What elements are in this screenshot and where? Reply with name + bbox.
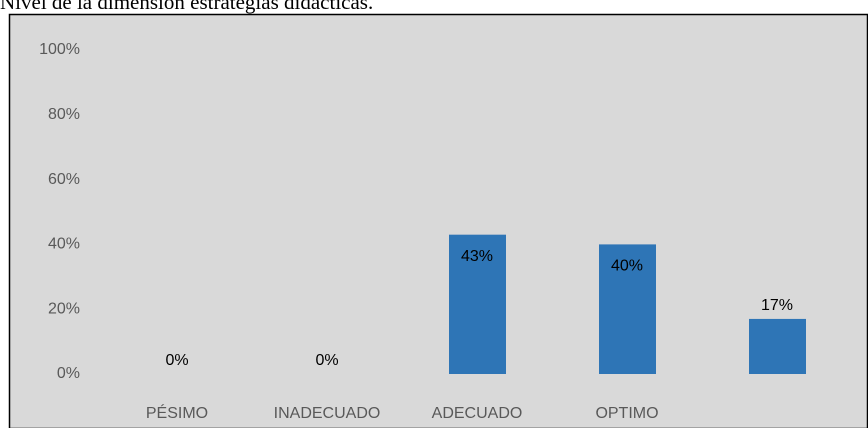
bar (749, 318, 806, 374)
x-tick-label: ADECUADO (432, 405, 523, 422)
y-tick-label: 100% (39, 41, 80, 58)
data-label: 0% (165, 352, 188, 369)
y-tick-label: 20% (48, 300, 80, 317)
x-tick-label: OPTIMO (595, 405, 658, 422)
chart-title: Nivel de la dimensión estrategias didáct… (0, 0, 373, 14)
bar (599, 244, 656, 374)
title-band (0, 0, 868, 13)
bar (449, 234, 506, 374)
y-tick-label: 40% (48, 236, 80, 253)
y-tick-label: 80% (48, 106, 80, 123)
x-tick-label: INADECUADO (274, 405, 381, 422)
data-label: 17% (761, 297, 793, 314)
data-label: 43% (461, 248, 493, 265)
y-tick-label: 60% (48, 171, 80, 188)
plot-background (8, 13, 868, 428)
y-tick-label: 0% (57, 365, 80, 382)
x-tick-label: PÉSIMO (146, 403, 208, 422)
data-label: 0% (315, 352, 338, 369)
data-label: 40% (611, 258, 643, 275)
